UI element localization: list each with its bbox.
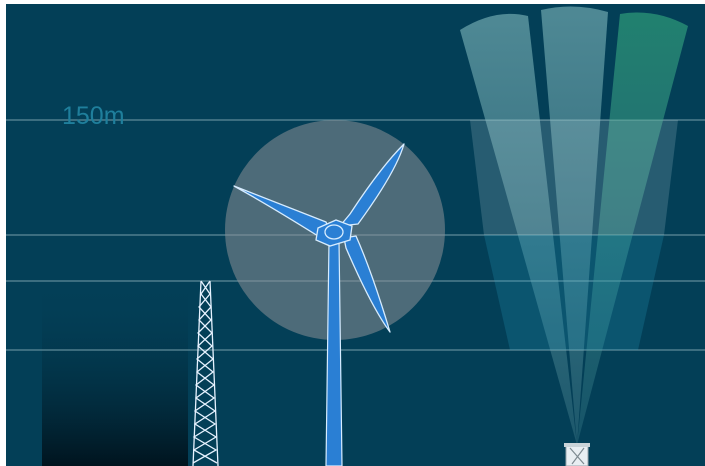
blade-upper-right [339,143,405,227]
left-border [0,0,6,466]
ground-shadow [42,280,188,466]
lidar-beams [460,6,688,445]
lidar-beam-left [460,13,577,445]
top-border [0,0,705,4]
blade-left [233,185,331,237]
height-label-150m: 150m [62,102,125,130]
turbine-tower [325,239,343,466]
turbine-blades [233,143,405,333]
lidar-beam-right [577,12,688,445]
lidar-band-lower [484,235,664,350]
met-mast [192,280,219,466]
turbine-nacelle [315,219,353,247]
lidar-band-upper [470,120,678,235]
lidar-beam-center [541,6,608,445]
lidar-device [564,443,590,466]
blade-lower-right [343,235,391,333]
